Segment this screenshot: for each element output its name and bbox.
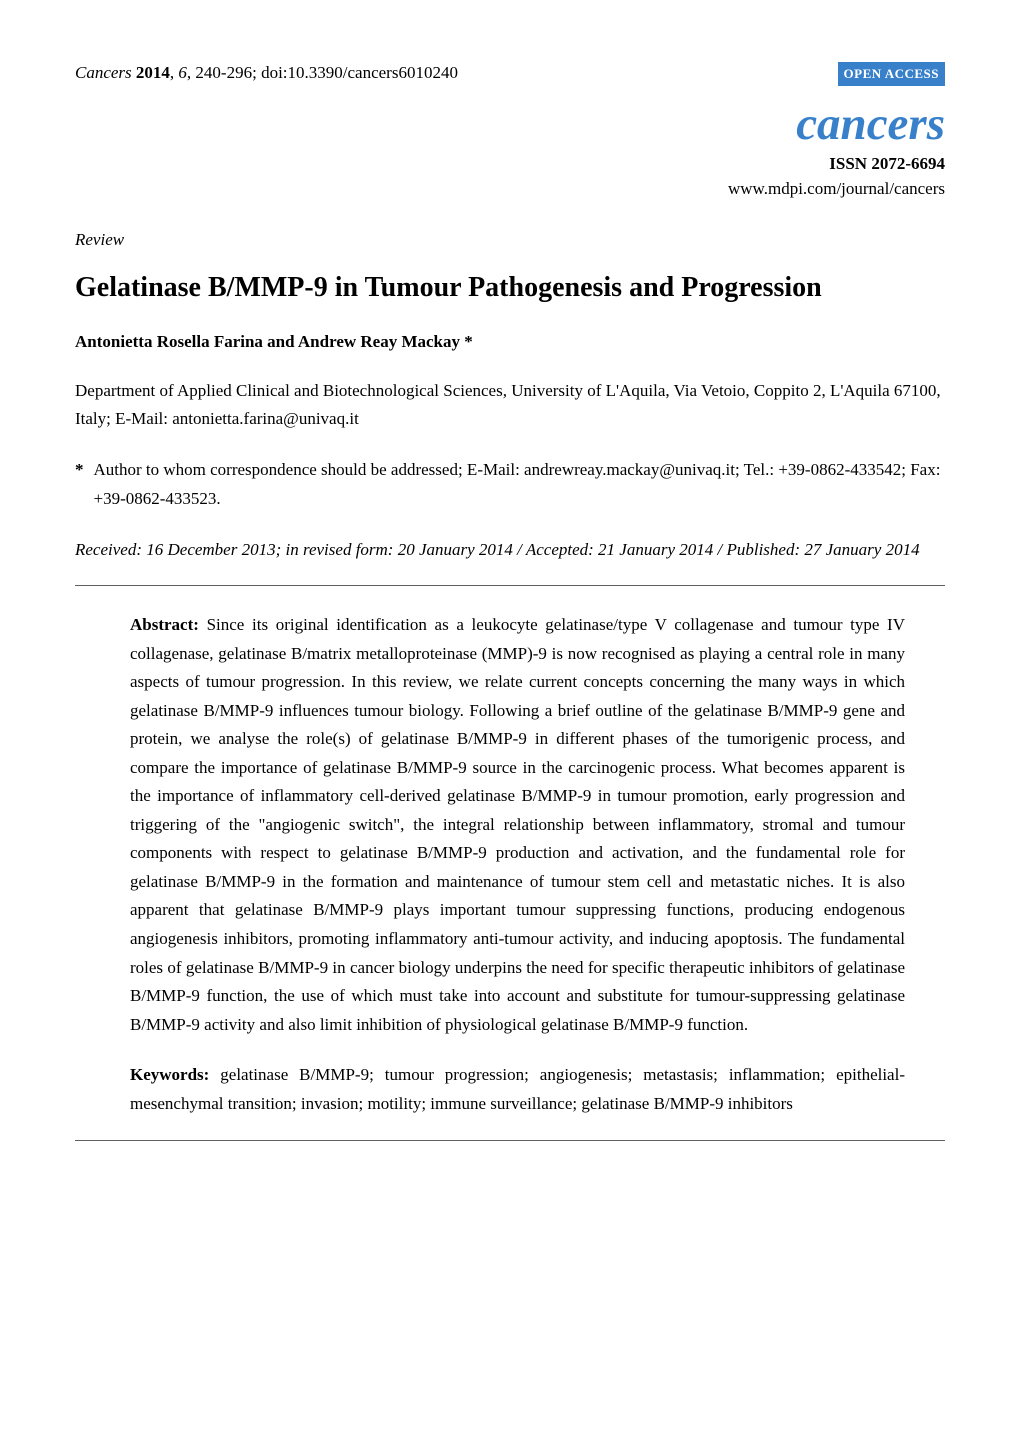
citation: Cancers 2014, 6, 240-296; doi:10.3390/ca… [75, 60, 458, 86]
correspondence: * Author to whom correspondence should b… [75, 456, 945, 514]
citation-pages: 240-296 [195, 63, 252, 82]
article-type: Review [75, 227, 945, 253]
authors: Antonietta Rosella Farina and Andrew Rea… [75, 329, 945, 355]
separator-bottom [75, 1140, 945, 1141]
abstract-block: Abstract: Since its original identificat… [75, 611, 945, 1118]
keywords-section: Keywords: gelatinase B/MMP-9; tumour pro… [130, 1061, 905, 1118]
dates: Received: 16 December 2013; in revised f… [75, 536, 945, 565]
abstract-label: Abstract: [130, 615, 199, 634]
paper-title: Gelatinase B/MMP-9 in Tumour Pathogenesi… [75, 270, 945, 305]
keywords-label: Keywords: [130, 1065, 209, 1084]
citation-journal: Cancers [75, 63, 132, 82]
journal-logo-block: cancers ISSN 2072-6694 www.mdpi.com/jour… [75, 101, 945, 202]
issn: ISSN 2072-6694 [75, 151, 945, 177]
separator-top [75, 585, 945, 586]
citation-year: 2014 [136, 63, 170, 82]
citation-doi: doi:10.3390/cancers6010240 [261, 63, 458, 82]
citation-sep3: ; [252, 63, 261, 82]
keywords-text: gelatinase B/MMP-9; tumour progression; … [130, 1065, 905, 1113]
journal-logo: cancers [75, 101, 945, 148]
correspondence-text: Author to whom correspondence should be … [94, 456, 946, 514]
correspondence-asterisk: * [75, 456, 84, 514]
header-line: Cancers 2014, 6, 240-296; doi:10.3390/ca… [75, 60, 945, 86]
affiliation: Department of Applied Clinical and Biote… [75, 377, 945, 435]
open-access-badge: OPEN ACCESS [838, 62, 945, 86]
journal-url: www.mdpi.com/journal/cancers [75, 176, 945, 202]
abstract-section: Abstract: Since its original identificat… [130, 611, 905, 1039]
abstract-text: Since its original identification as a l… [130, 615, 905, 1034]
citation-volume: 6 [178, 63, 187, 82]
